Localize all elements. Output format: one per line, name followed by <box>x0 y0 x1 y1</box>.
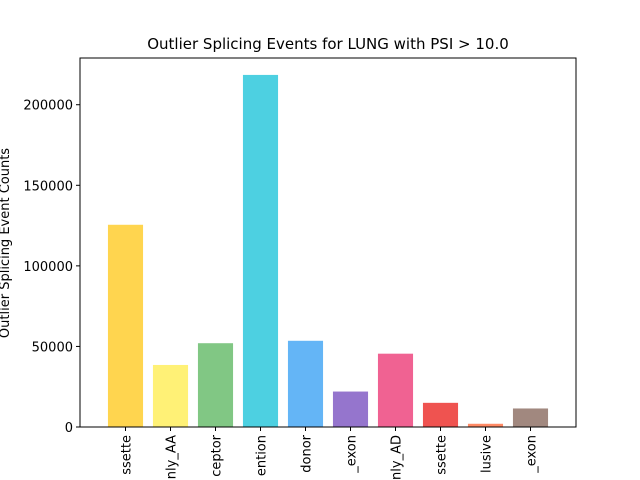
y-axis-ticks: 0 50000 100000 150000 200000 <box>23 99 80 436</box>
y-tick-label: 100000 <box>23 260 73 275</box>
x-tick-label: nly_AD <box>390 435 405 480</box>
y-tick-label: 150000 <box>23 179 73 194</box>
x-tick-label: nly_AA <box>165 435 180 479</box>
y-axis-label: Outlier Splicing Event Counts <box>0 148 13 338</box>
x-tick-label: lusive <box>480 435 495 473</box>
chart-title: Outlier Splicing Events for LUNG with PS… <box>147 35 509 53</box>
y-tick-label: 0 <box>65 421 73 436</box>
x-tick-label: _exon <box>345 435 360 474</box>
x-tick-label: ssette <box>120 435 135 475</box>
bars <box>107 74 549 427</box>
x-tick-label: _exon <box>525 435 540 474</box>
y-tick-label: 200000 <box>23 99 73 114</box>
x-tick-label: ceptor <box>210 434 225 476</box>
x-tick-label: ssette <box>435 435 450 475</box>
bar-5 <box>332 391 369 427</box>
bar-4 <box>287 340 324 427</box>
bar-3 <box>242 74 279 427</box>
bar-2 <box>197 343 234 427</box>
bar-8 <box>467 423 504 427</box>
bar-9 <box>512 408 549 427</box>
bar-0 <box>107 224 144 427</box>
x-tick-label: donor <box>300 434 315 472</box>
y-tick-label: 50000 <box>32 340 73 355</box>
plot-frame <box>79 57 577 428</box>
x-tick-label: ention <box>255 435 270 476</box>
x-axis-ticks: ssette nly_AA ceptor ention donor _exon nly_AD… <box>120 427 540 480</box>
bar-1 <box>152 364 189 427</box>
bar-6 <box>377 353 414 427</box>
bar-7 <box>422 402 459 427</box>
